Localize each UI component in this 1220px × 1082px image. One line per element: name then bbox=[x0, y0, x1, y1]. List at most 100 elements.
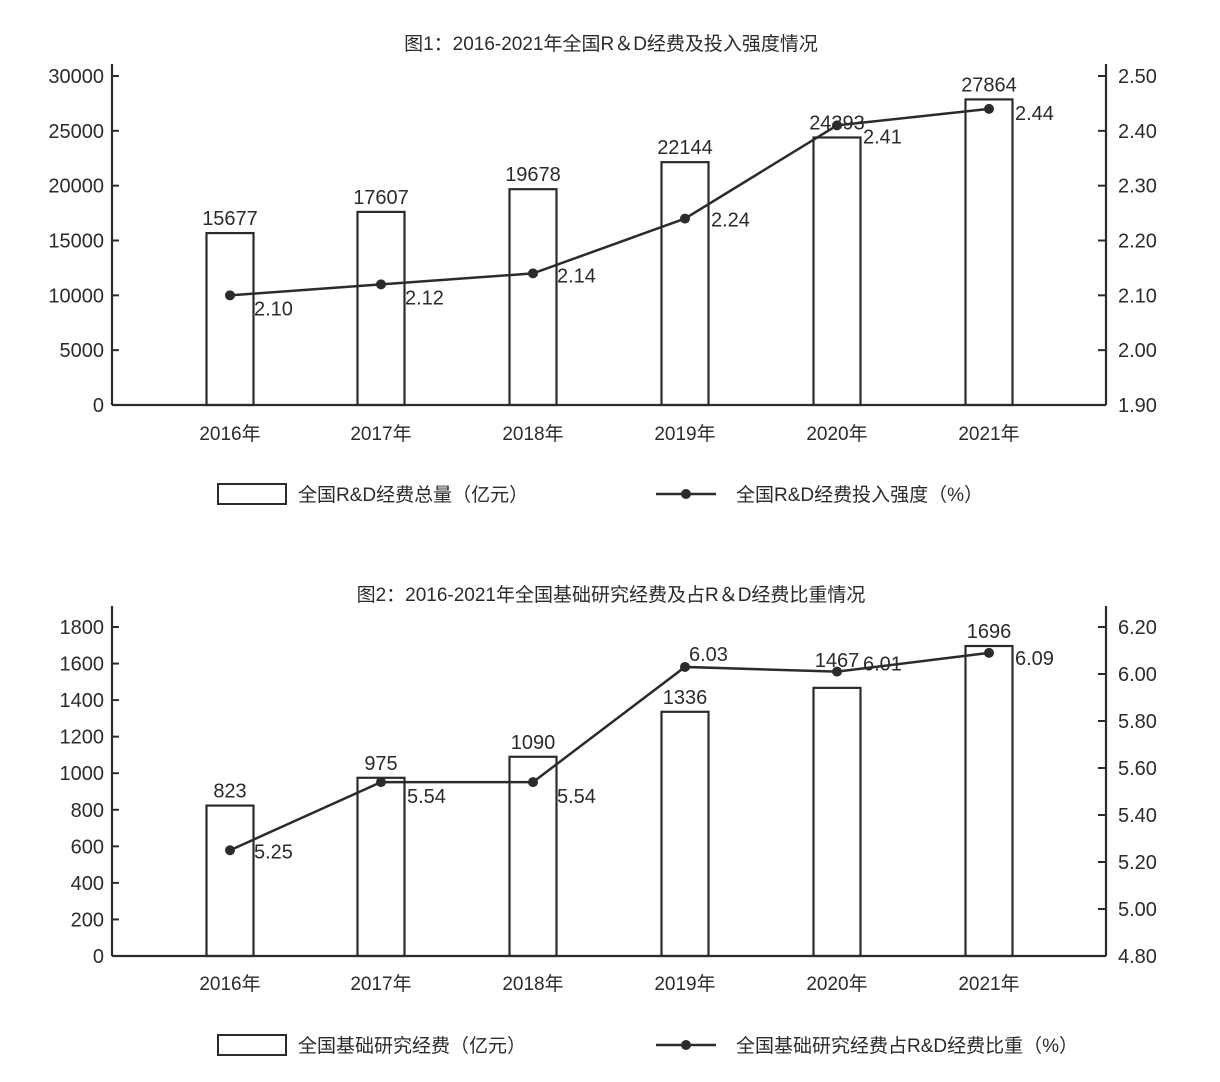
bar bbox=[356, 776, 406, 958]
line-marker-icon bbox=[984, 647, 994, 658]
bar-value-label: 1090 bbox=[511, 732, 556, 754]
right-tick-label: 1.90 bbox=[1118, 395, 1157, 417]
line-value-label: 6.09 bbox=[1015, 648, 1054, 670]
line-value-label: 5.54 bbox=[557, 786, 596, 808]
x-tick-label: 2018年 bbox=[502, 973, 563, 995]
x-tick-label: 2016年 bbox=[199, 973, 260, 995]
line-marker-icon bbox=[225, 290, 235, 301]
bar-value-label: 19678 bbox=[505, 164, 561, 186]
bar bbox=[508, 188, 558, 407]
left-tick-label: 5000 bbox=[60, 340, 105, 362]
x-tick-label: 2021年 bbox=[958, 973, 1019, 995]
line-value-label: 2.10 bbox=[254, 298, 293, 320]
line-marker-icon bbox=[528, 268, 538, 279]
left-tick-label: 1000 bbox=[60, 763, 105, 785]
x-tick-label: 2020年 bbox=[806, 423, 867, 445]
legend-line-marker-icon bbox=[681, 489, 691, 499]
left-tick-label: 400 bbox=[71, 873, 104, 895]
left-tick-label: 1200 bbox=[60, 727, 105, 749]
chart-2-bars: 823 975 1090 1336 1467 1696 bbox=[205, 621, 1014, 958]
left-tick-label: 1600 bbox=[60, 654, 105, 676]
line-marker-icon bbox=[376, 279, 386, 290]
x-tick-label: 2017年 bbox=[350, 973, 411, 995]
right-tick-label: 6.20 bbox=[1118, 617, 1157, 639]
right-tick-label: 5.20 bbox=[1118, 852, 1157, 874]
left-tick-label: 1800 bbox=[60, 617, 105, 639]
x-tick-label: 2016年 bbox=[199, 423, 260, 445]
line-marker-icon bbox=[225, 845, 235, 856]
right-tick-label: 2.30 bbox=[1118, 176, 1157, 198]
right-tick-label: 5.80 bbox=[1118, 711, 1157, 733]
left-tick-label: 200 bbox=[71, 909, 104, 931]
line-value-label: 5.54 bbox=[407, 786, 446, 808]
legend-line-marker-icon bbox=[681, 1040, 691, 1050]
left-tick-label: 10000 bbox=[48, 285, 104, 307]
left-tick-label: 0 bbox=[93, 946, 104, 968]
bar bbox=[660, 161, 710, 407]
right-tick-label: 4.80 bbox=[1118, 946, 1157, 968]
chart-2-axes: 1800 1600 1400 1200 1000 800 600 400 200 0 6.20 6.0… bbox=[60, 606, 1157, 968]
right-tick-label: 2.10 bbox=[1118, 285, 1157, 307]
chart-1: 图1：2016-2021年全国R＆D经费及投入强度情况 15677 17607 19… bbox=[48, 33, 1157, 506]
chart-1-x-labels: 2016年 2017年 2018年 2019年 2020年 2021年 bbox=[199, 423, 1019, 445]
legend-bar-swatch bbox=[217, 483, 287, 505]
chart-1-legend: 全国R&D经费总量（亿元） 全国R&D经费投入强度（%） bbox=[217, 483, 983, 506]
bar-value-label: 27864 bbox=[961, 74, 1017, 96]
bar-value-label: 1336 bbox=[663, 687, 708, 709]
bar-value-label: 975 bbox=[364, 753, 397, 775]
x-tick-label: 2019年 bbox=[654, 973, 715, 995]
line-value-label: 2.44 bbox=[1015, 103, 1054, 125]
line-value-label: 6.01 bbox=[863, 654, 902, 676]
left-tick-label: 1400 bbox=[60, 690, 105, 712]
right-tick-label: 5.00 bbox=[1118, 899, 1157, 921]
bar-value-label: 15677 bbox=[202, 208, 258, 230]
line-marker-icon bbox=[832, 666, 842, 677]
bar bbox=[964, 98, 1014, 407]
line-marker-icon bbox=[528, 777, 538, 788]
bar bbox=[356, 210, 406, 407]
x-tick-label: 2021年 bbox=[958, 423, 1019, 445]
bar-value-label: 823 bbox=[213, 781, 246, 803]
bar bbox=[812, 136, 862, 407]
left-tick-label: 15000 bbox=[48, 231, 104, 253]
line-value-label: 2.12 bbox=[405, 287, 444, 309]
x-tick-label: 2017年 bbox=[350, 423, 411, 445]
x-tick-label: 2020年 bbox=[806, 973, 867, 995]
line-series bbox=[229, 107, 990, 297]
left-tick-label: 800 bbox=[71, 800, 104, 822]
chart-2-legend: 全国基础研究经费（亿元） 全国基础研究经费占R&D经费比重（%） bbox=[217, 1034, 1078, 1057]
bar-value-label: 17607 bbox=[353, 187, 409, 209]
right-tick-label: 2.40 bbox=[1118, 121, 1157, 143]
chart-2-x-labels: 2016年 2017年 2018年 2019年 2020年 2021年 bbox=[199, 973, 1019, 995]
line-marker-icon bbox=[832, 120, 842, 131]
right-tick-label: 2.00 bbox=[1118, 340, 1157, 362]
left-tick-label: 20000 bbox=[48, 176, 104, 198]
line-marker-icon bbox=[376, 777, 386, 788]
right-tick-label: 2.50 bbox=[1118, 66, 1157, 88]
bar bbox=[660, 710, 710, 958]
legend-bar-label: 全国基础研究经费（亿元） bbox=[298, 1035, 526, 1057]
left-tick-label: 25000 bbox=[48, 121, 104, 143]
chart-1-line: 2.10 2.12 2.14 2.24 2.41 2.44 bbox=[225, 103, 1054, 320]
right-tick-label: 2.20 bbox=[1118, 231, 1157, 253]
chart-1-title: 图1：2016-2021年全国R＆D经费及投入强度情况 bbox=[404, 33, 818, 55]
legend-line-label: 全国基础研究经费占R&D经费比重（%） bbox=[736, 1035, 1078, 1057]
bar bbox=[812, 686, 862, 958]
chart-1-axes: 30000 25000 20000 15000 10000 5000 0 2.50 2.40 2.… bbox=[48, 64, 1157, 417]
line-series bbox=[229, 651, 990, 852]
chart-2-title: 图2：2016-2021年全国基础研究经费及占R＆D经费比重情况 bbox=[357, 584, 866, 606]
bar bbox=[205, 231, 255, 407]
line-marker-icon bbox=[984, 103, 994, 114]
bar-value-label: 1467 bbox=[815, 650, 860, 672]
left-tick-label: 600 bbox=[71, 836, 104, 858]
legend-bar-label: 全国R&D经费总量（亿元） bbox=[298, 484, 528, 506]
legend-line-label: 全国R&D经费投入强度（%） bbox=[736, 484, 983, 506]
legend-bar-swatch bbox=[217, 1034, 287, 1056]
left-tick-label: 30000 bbox=[48, 66, 104, 88]
line-value-label: 6.03 bbox=[689, 644, 728, 666]
line-value-label: 5.25 bbox=[254, 841, 293, 863]
x-tick-label: 2019年 bbox=[654, 423, 715, 445]
x-tick-label: 2018年 bbox=[502, 423, 563, 445]
line-marker-icon bbox=[680, 661, 690, 672]
